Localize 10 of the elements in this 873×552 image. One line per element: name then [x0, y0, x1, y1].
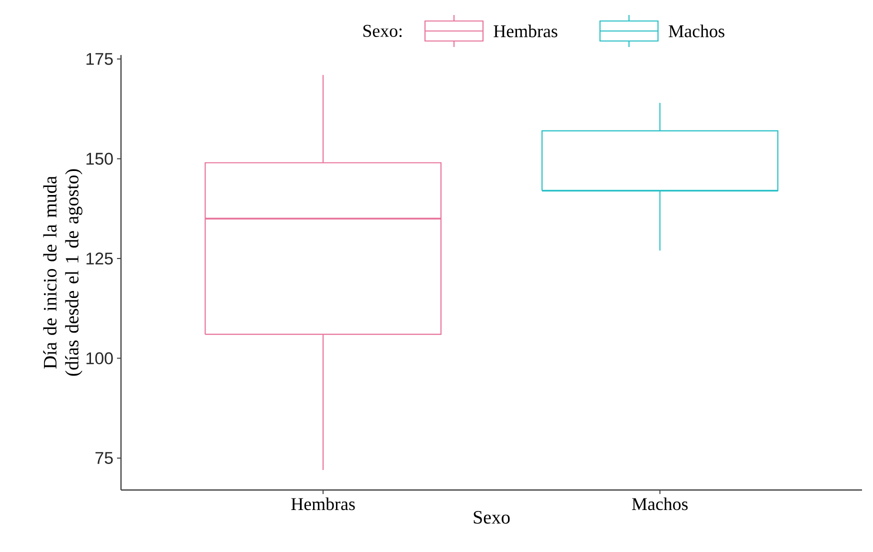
- legend-title: Sexo:: [363, 24, 402, 38]
- y-tick-label: 175: [86, 53, 113, 65]
- legend-label: Machos: [668, 24, 724, 38]
- y-tick-label: 100: [86, 352, 113, 364]
- y-tick-label: 125: [86, 252, 113, 265]
- y-tick-label: 150: [86, 152, 113, 165]
- y-axis-title: Día de inicio de la muda (días desde el 1 de agosto): [43, 169, 82, 376]
- y-tick-label: 75: [96, 452, 113, 464]
- x-axis-title: Sexo: [474, 510, 510, 524]
- legend-label: Hembras: [494, 24, 558, 38]
